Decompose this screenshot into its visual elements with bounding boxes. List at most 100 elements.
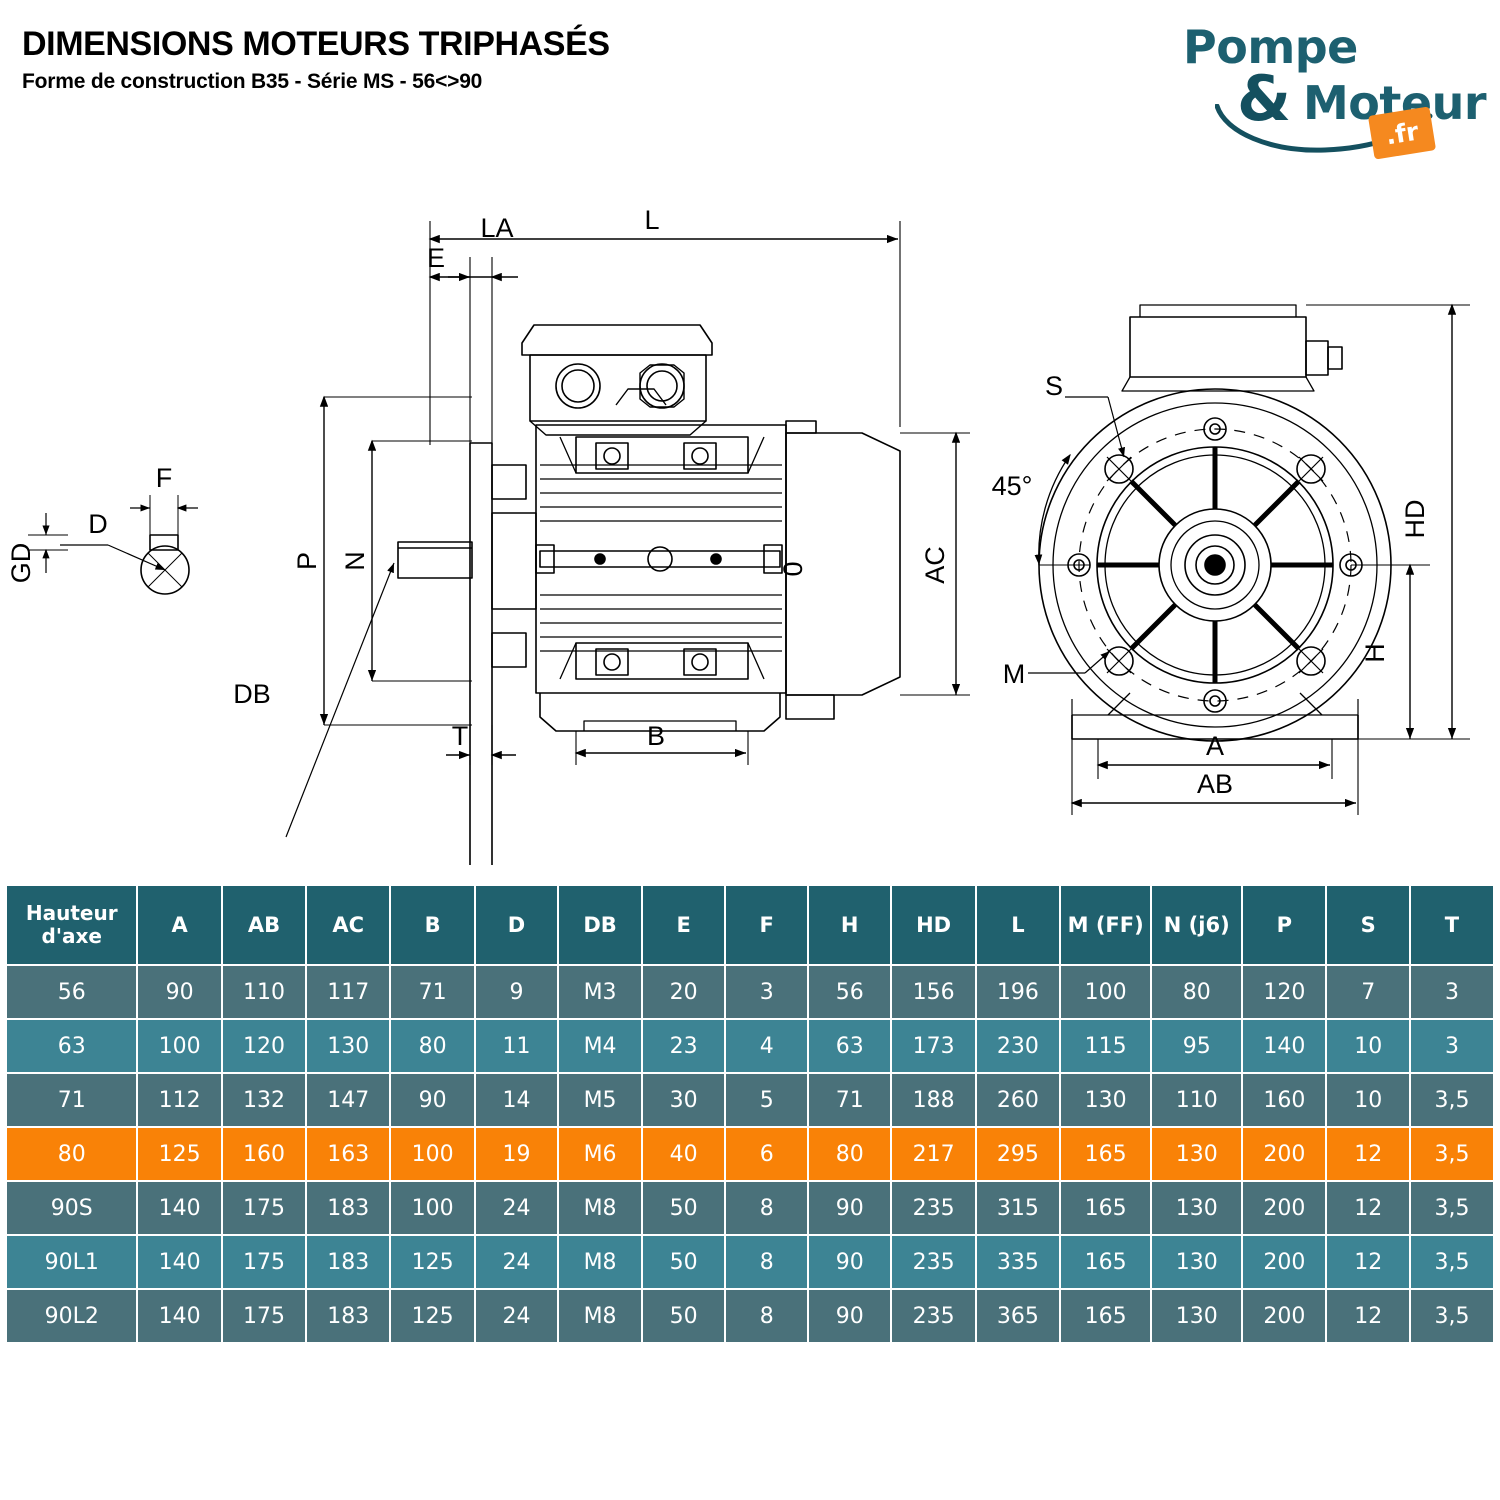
column-header-DB: DB [559, 886, 641, 964]
cell-AC: 130 [307, 1020, 390, 1072]
cell-F: 8 [726, 1236, 807, 1288]
table-row: 80 125 160 163 100 19 M6 40 6 80 217 295 165 130 200 12… [7, 1128, 1493, 1180]
column-header-F: F [726, 886, 807, 964]
cell-Nj6: 130 [1152, 1236, 1242, 1288]
cell-HD: 235 [892, 1290, 975, 1342]
cell-P: 200 [1243, 1128, 1326, 1180]
dim-label-P: P [292, 552, 322, 570]
cell-A: 100 [138, 1020, 221, 1072]
cell-L: 365 [976, 1290, 1060, 1342]
cell-A: 140 [138, 1290, 221, 1342]
cell-S: 10 [1327, 1020, 1409, 1072]
cell-H: 56 [808, 966, 891, 1018]
dim-label-DB: DB [233, 679, 271, 709]
cell-MFF: 130 [1061, 1074, 1151, 1126]
dim-label-GD: GD [6, 543, 36, 584]
cell-MFF: 165 [1061, 1236, 1151, 1288]
dim-label-F: F [156, 463, 173, 493]
cell-B: 125 [391, 1290, 474, 1342]
column-header-AB: AB [222, 886, 306, 964]
table-header-row: Hauteur d'axe A AB AC B D DB E F H HD L … [7, 886, 1493, 964]
motor-dimension-drawing: L E LA P N DB T B AC 0 GD D F S M 45° HD… [6, 205, 1470, 865]
cell-P: 140 [1243, 1020, 1326, 1072]
cell-B: 71 [391, 966, 474, 1018]
cell-H: 80 [808, 1128, 891, 1180]
cell-P: 200 [1243, 1290, 1326, 1342]
cell-F: 6 [726, 1128, 807, 1180]
cell-MFF: 100 [1061, 966, 1151, 1018]
cell-AB: 175 [222, 1236, 306, 1288]
table-head: Hauteur d'axe A AB AC B D DB E F H HD L … [7, 886, 1493, 964]
cell-HD: 235 [892, 1236, 975, 1288]
cell-D: 24 [475, 1290, 558, 1342]
cell-AB: 110 [222, 966, 306, 1018]
dim-label-HD: HD [1400, 500, 1430, 539]
cell-axis-height: 63 [7, 1020, 137, 1072]
dim-label-O: 0 [778, 561, 808, 576]
cell-T: 3 [1410, 966, 1493, 1018]
logo-ampersand: & [1237, 62, 1291, 135]
cell-MFF: 165 [1061, 1290, 1151, 1342]
cell-DB: M8 [559, 1290, 641, 1342]
cell-E: 50 [642, 1182, 725, 1234]
cell-AC: 163 [307, 1128, 390, 1180]
cell-AB: 175 [222, 1182, 306, 1234]
cell-E: 20 [642, 966, 725, 1018]
cell-MFF: 165 [1061, 1182, 1151, 1234]
logo-word-pompe: Pompe [1183, 20, 1358, 74]
cell-AC: 183 [307, 1290, 390, 1342]
table-row: 90L1 140 175 183 125 24 M8 50 8 90 235 335 165 130 200… [7, 1236, 1493, 1288]
dim-label-L: L [644, 205, 659, 235]
cell-AC: 147 [307, 1074, 390, 1126]
table-row: 90S 140 175 183 100 24 M8 50 8 90 235 315 165 130 200 1… [7, 1182, 1493, 1234]
cell-HD: 188 [892, 1074, 975, 1126]
brand-logo[interactable]: Pompe & Moteur .fr [1175, 18, 1487, 160]
column-header-M-FF: M (FF) [1061, 886, 1151, 964]
cell-DB: M8 [559, 1236, 641, 1288]
dim-label-M: M [1003, 659, 1026, 689]
page-subtitle: Forme de construction B35 - Série MS - 5… [22, 70, 483, 93]
cell-S: 7 [1327, 966, 1409, 1018]
cell-E: 30 [642, 1074, 725, 1126]
cell-F: 4 [726, 1020, 807, 1072]
cell-B: 100 [391, 1182, 474, 1234]
cell-T: 3,5 [1410, 1074, 1493, 1126]
cell-A: 125 [138, 1128, 221, 1180]
column-header-S: S [1327, 886, 1409, 964]
dim-label-angle: 45° [992, 471, 1033, 501]
cell-F: 8 [726, 1182, 807, 1234]
page-title: DIMENSIONS MOTEURS TRIPHASÉS [22, 25, 610, 63]
cell-T: 3,5 [1410, 1182, 1493, 1234]
dim-label-AC: AC [920, 546, 950, 584]
motor-front-view [1038, 304, 1392, 742]
table-row: 71 112 132 147 90 14 M5 30 5 71 188 260 130 110 160 10 3… [7, 1074, 1493, 1126]
title-block: DIMENSIONS MOTEURS TRIPHASÉS Forme de co… [22, 27, 610, 94]
cell-L: 230 [976, 1020, 1060, 1072]
cell-T: 3,5 [1410, 1128, 1493, 1180]
cell-MFF: 115 [1061, 1020, 1151, 1072]
dim-label-A: A [1206, 731, 1224, 761]
cell-H: 71 [808, 1074, 891, 1126]
cell-H: 90 [808, 1182, 891, 1234]
cell-Nj6: 130 [1152, 1128, 1242, 1180]
cell-S: 12 [1327, 1236, 1409, 1288]
cell-axis-height: 71 [7, 1074, 137, 1126]
column-header-D: D [475, 886, 558, 964]
cell-AC: 117 [307, 966, 390, 1018]
cell-A: 140 [138, 1236, 221, 1288]
cell-AC: 183 [307, 1236, 390, 1288]
technical-drawing: L E LA P N DB T B AC 0 GD D F S M 45° HD… [0, 165, 1500, 865]
cell-S: 12 [1327, 1128, 1409, 1180]
cell-axis-height: 56 [7, 966, 137, 1018]
cell-AB: 160 [222, 1128, 306, 1180]
dim-label-H: H [1360, 643, 1390, 663]
cell-T: 3,5 [1410, 1236, 1493, 1288]
cell-AB: 120 [222, 1020, 306, 1072]
dim-label-AB: AB [1197, 769, 1233, 799]
cell-H: 63 [808, 1020, 891, 1072]
cell-D: 14 [475, 1074, 558, 1126]
table-row: 90L2 140 175 183 125 24 M8 50 8 90 235 365 165 130 200… [7, 1290, 1493, 1342]
axis-height-line2: d'axe [41, 924, 102, 948]
cell-Nj6: 130 [1152, 1290, 1242, 1342]
cell-E: 50 [642, 1236, 725, 1288]
